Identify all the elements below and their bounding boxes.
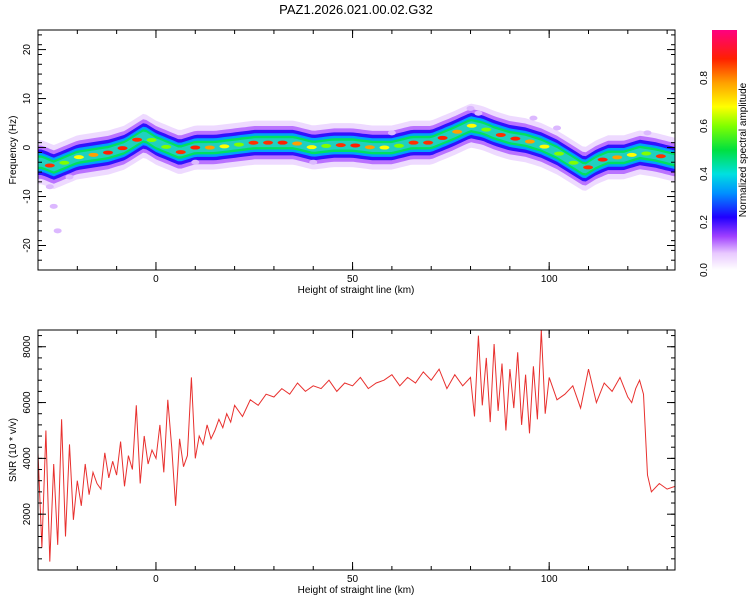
spectrogram-speck <box>529 115 538 121</box>
snr-ticks: 0 50 100 2000 4000 6000 8000 <box>22 330 675 585</box>
spectrogram-peak <box>495 132 506 137</box>
colorbar-label: Normalized spectral amplitude <box>738 82 749 217</box>
spectrogram-peak <box>408 140 419 145</box>
spectrogram-peak <box>437 135 448 140</box>
spectrogram-y-tick-label: 0 <box>22 144 33 150</box>
spectrogram-peak <box>568 160 579 165</box>
colorbar-gradient <box>712 30 737 270</box>
spectrogram-peak <box>524 139 535 144</box>
spectrogram-peak <box>102 150 113 155</box>
spectrogram-peak <box>292 141 303 146</box>
colorbar-ticks: 0.0 0.2 0.4 0.6 0.8 <box>699 71 710 277</box>
spectrogram-peak <box>554 151 565 156</box>
spectrogram-peak <box>277 140 288 145</box>
spectrogram-peak <box>350 143 361 148</box>
spectrogram-peak <box>641 151 652 156</box>
spectrogram-speck <box>643 130 652 136</box>
figure-title: PAZ1.2026.021.00.02.G32 <box>279 2 433 17</box>
spectrogram-peak <box>466 123 477 128</box>
spectrogram-x-tick-label: 100 <box>541 274 558 285</box>
spectrogram-x-axis-label: Height of straight line (km) <box>298 285 415 296</box>
snr-x-tick-label: 100 <box>541 574 558 585</box>
colorbar-tick-label: 0.4 <box>699 167 710 181</box>
spectrogram-speck <box>387 130 396 136</box>
colorbar-tick-label: 0.0 <box>699 263 710 277</box>
spectrogram-peak <box>481 127 492 132</box>
snr-y-tick-label: 4000 <box>22 447 33 470</box>
colorbar: 0.0 0.2 0.4 0.6 0.8 Normalized spectral ampl… <box>699 30 749 277</box>
spectrogram-peak <box>88 152 99 157</box>
spectrogram-peak <box>248 140 259 145</box>
colorbar-tick-label: 0.2 <box>699 215 710 229</box>
spectrogram-y-tick-label: -20 <box>22 238 33 253</box>
spectrogram-peak <box>335 143 346 148</box>
spectrogram-peak <box>263 140 274 145</box>
snr-y-tick-label: 2000 <box>22 503 33 526</box>
snr-y-axis-label: SNR (10 * v/v) <box>8 418 19 482</box>
spectrogram-speck <box>309 159 318 165</box>
spectrogram-speck <box>466 105 475 111</box>
spectrogram-peak <box>117 146 128 151</box>
spectrogram-speck <box>45 184 54 190</box>
spectrogram-frame <box>37 29 676 271</box>
snr-x-tick-label: 0 <box>153 574 159 585</box>
colorbar-tick-label: 0.6 <box>699 119 710 133</box>
spectrogram-peak <box>321 143 332 148</box>
spectrogram-x-tick-label: 0 <box>153 274 159 285</box>
spectrogram-peak <box>204 145 215 150</box>
spectrogram-peak <box>423 140 434 145</box>
spectrogram-peak <box>539 144 550 149</box>
spectrogram-peak <box>510 136 521 141</box>
spectrogram-panel: 0 50 100 -20 -10 0 10 20 Height of straight lin… <box>8 29 676 296</box>
spectrogram-peak <box>219 144 230 149</box>
spectrogram-speck <box>65 174 74 180</box>
spectrogram-peak <box>59 160 70 165</box>
spectrogram-speck <box>474 110 483 116</box>
snr-panel: 0 50 100 2000 4000 6000 8000 Height of straigh… <box>8 329 676 596</box>
spectrogram-peak <box>190 145 201 150</box>
snr-line <box>38 330 675 562</box>
spectrogram-peak <box>161 144 172 149</box>
colorbar-tick-label: 0.8 <box>699 71 710 85</box>
spectrogram-peak <box>132 137 143 142</box>
spectrogram-heatmap <box>38 103 675 234</box>
snr-y-tick-label: 6000 <box>22 391 33 414</box>
snr-series <box>38 330 675 562</box>
spectrogram-peak <box>597 157 608 162</box>
spectrogram-peak <box>146 137 157 142</box>
spectrogram-y-tick-label: 10 <box>22 93 33 105</box>
spectrogram-y-axis-label: Frequency (Hz) <box>8 116 19 185</box>
spectrogram-peak <box>583 165 594 170</box>
spectrogram-peak <box>612 155 623 160</box>
spectrogram-peak <box>233 142 244 147</box>
spectrogram-peak <box>655 154 666 159</box>
spectrogram-peak <box>626 152 637 157</box>
spectrogram-peak <box>452 129 463 134</box>
spectrogram-speck <box>53 228 62 234</box>
spectrogram-peak <box>73 155 84 160</box>
spectrogram-x-tick-label: 50 <box>347 274 359 285</box>
snr-x-tick-label: 50 <box>347 574 359 585</box>
spectrogram-peak <box>306 145 317 150</box>
snr-y-tick-label: 8000 <box>22 335 33 358</box>
spectrogram-peak <box>364 145 375 150</box>
spectrogram-speck <box>49 203 58 209</box>
spectrogram-peak <box>44 163 55 168</box>
spectrogram-peak <box>393 143 404 148</box>
snr-frame <box>37 329 676 571</box>
spectrogram-ticks: 0 50 100 -20 -10 0 10 20 <box>22 30 675 285</box>
spectrogram-peak <box>379 145 390 150</box>
spectrogram-speck <box>191 159 200 165</box>
spectrogram-peak <box>175 150 186 155</box>
spectrogram-y-tick-label: -10 <box>22 189 33 204</box>
spectrogram-speck <box>553 125 562 131</box>
spectrogram-y-tick-label: 20 <box>22 44 33 56</box>
snr-x-axis-label: Height of straight line (km) <box>298 585 415 596</box>
